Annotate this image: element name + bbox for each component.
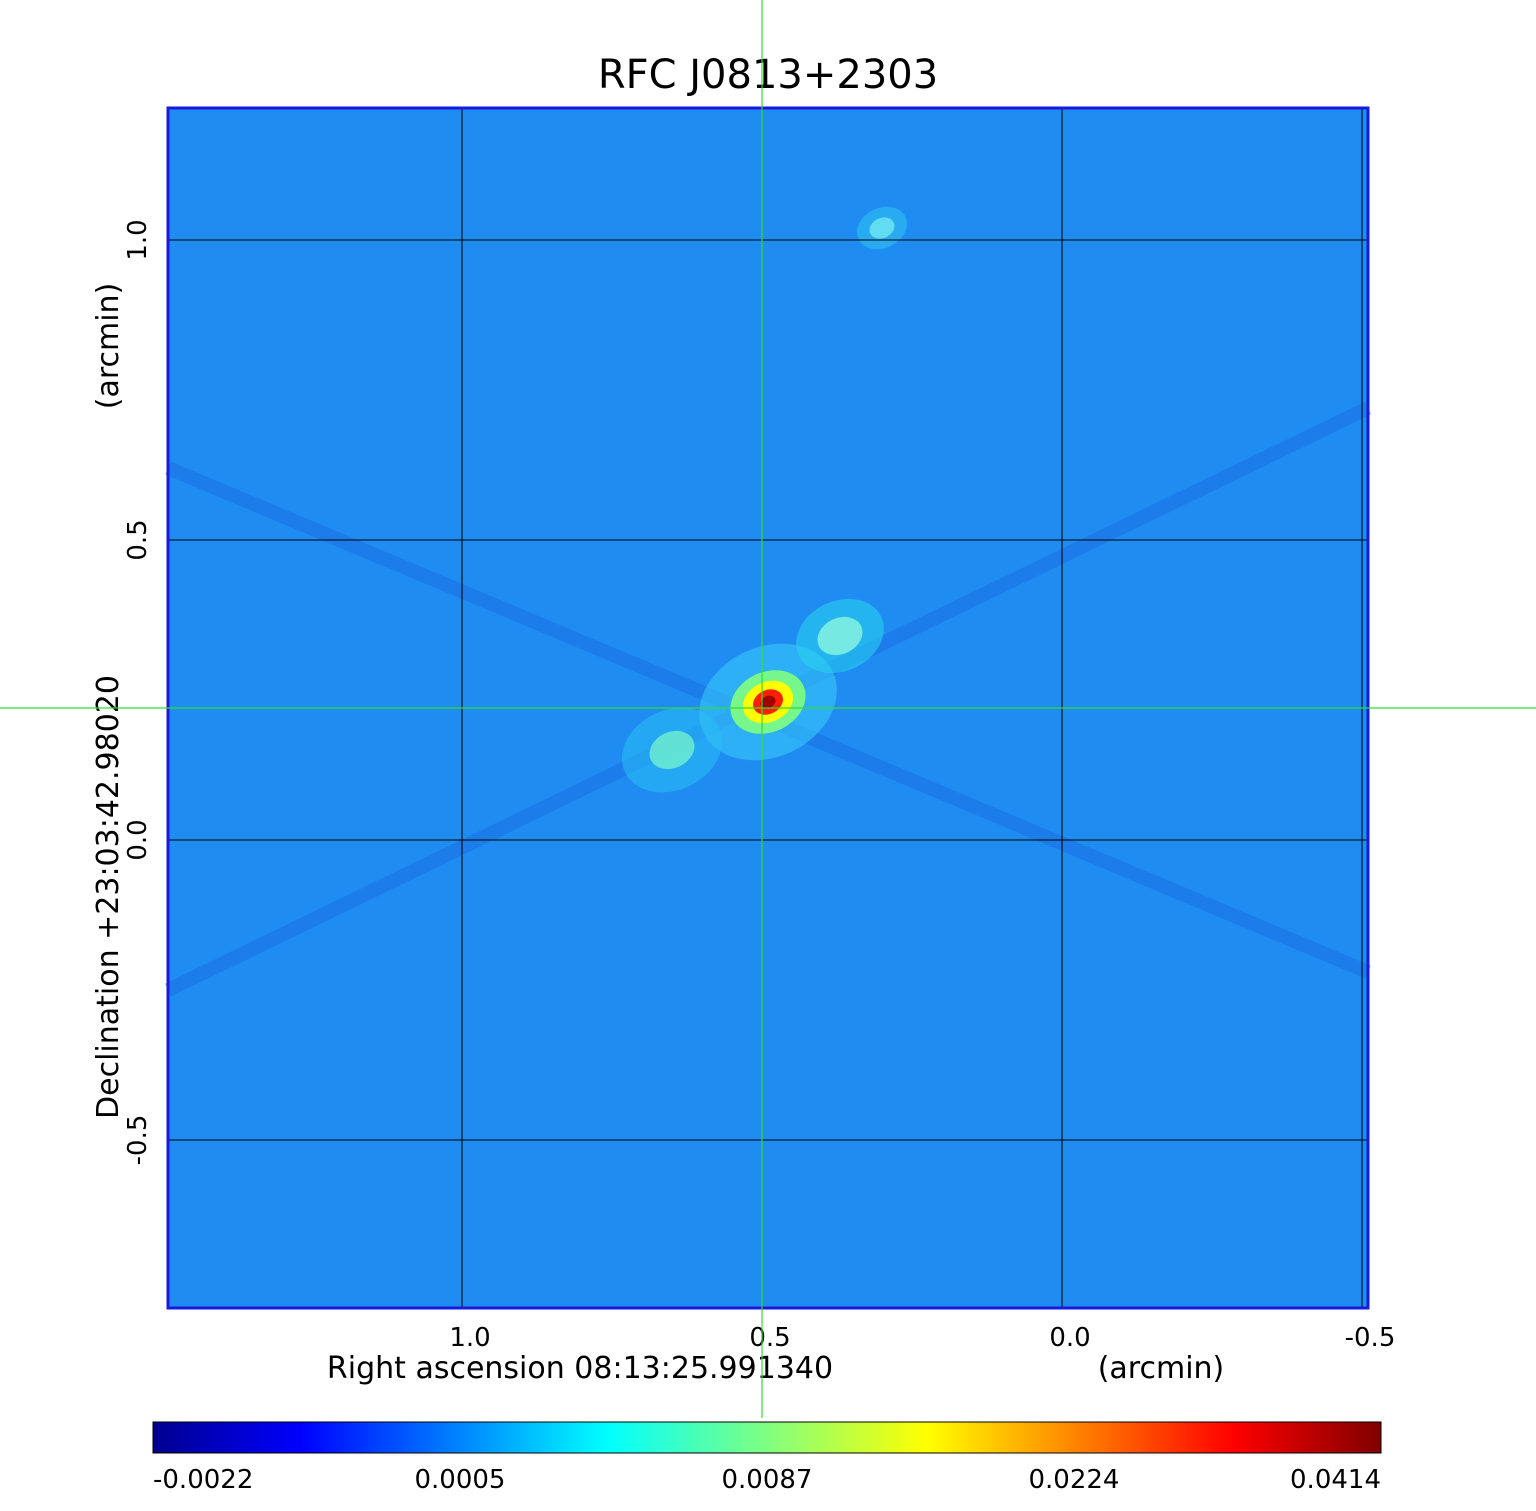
x-tick-labels: 1.0 0.5 0.0 -0.5 (449, 1323, 1395, 1353)
x-axis-label: Right ascension 08:13:25.991340 (327, 1351, 833, 1386)
colorbar-tick-label: 0.0414 (1290, 1465, 1381, 1495)
y-tick-labels: 1.0 0.5 0.0 -0.5 (123, 219, 153, 1165)
x-tick-label: -0.5 (1345, 1323, 1396, 1353)
colorbar-tick-label: 0.0224 (1029, 1465, 1120, 1495)
y-tick-label: -0.5 (123, 1115, 153, 1166)
emission-feature (869, 217, 895, 239)
colorbar-tick-label: -0.0022 (153, 1465, 253, 1495)
x-tick-label: 0.0 (1049, 1323, 1090, 1353)
chart-title: RFC J0813+2303 (598, 52, 938, 98)
colorbar-tick-labels: -0.0022 0.0005 0.0087 0.0224 0.0414 (153, 1465, 1381, 1495)
emission-feature (760, 695, 776, 709)
colorbar-tick-label: 0.0087 (722, 1465, 813, 1495)
colorbar (152, 1421, 1382, 1454)
crosshair (0, 0, 1536, 1418)
y-tick-label: 1.0 (123, 219, 153, 260)
colorbar-tick-label: 0.0005 (415, 1465, 506, 1495)
y-tick-label: 0.0 (123, 819, 153, 860)
emission-feature (817, 616, 863, 656)
x-tick-label: 0.5 (749, 1323, 790, 1353)
x-axis-unit: (arcmin) (1098, 1351, 1225, 1386)
x-tick-label: 1.0 (449, 1323, 490, 1353)
map-features (164, 206, 1372, 997)
y-tick-label: 0.5 (123, 519, 153, 560)
emission-feature (649, 730, 695, 770)
y-axis-unit: (arcmin) (91, 283, 126, 410)
y-axis-label: Declination +23:03:42.98020 (91, 675, 126, 1119)
